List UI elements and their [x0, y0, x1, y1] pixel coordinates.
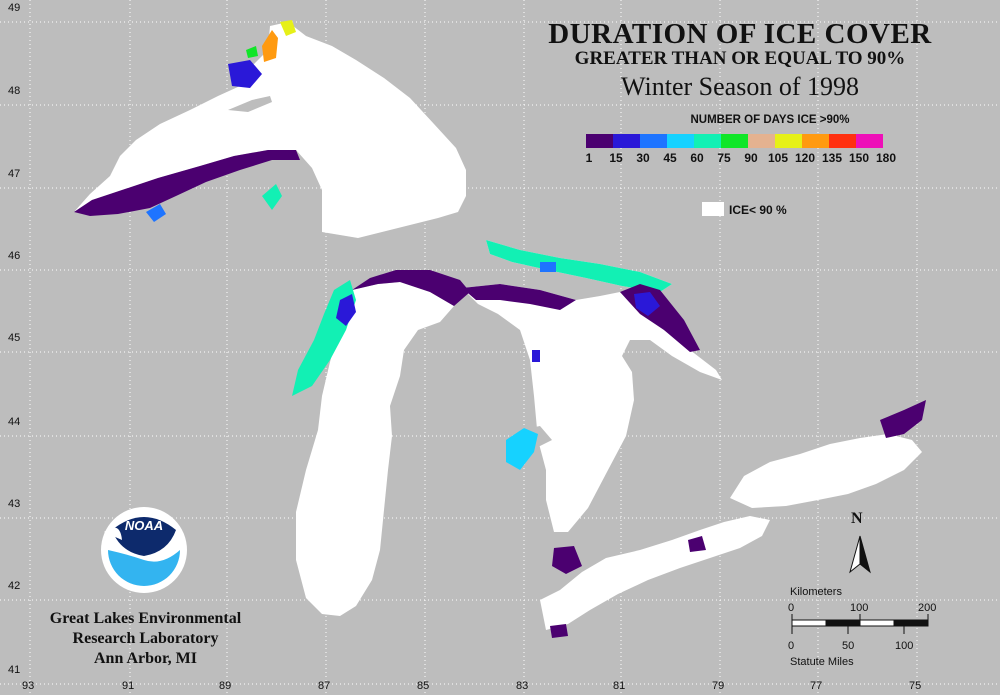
legend-swatch	[586, 134, 613, 148]
legend-tick-label: 60	[690, 151, 704, 165]
legend-tick-label: 120	[794, 151, 816, 165]
scale-mi-tick-100: 100	[895, 640, 914, 652]
longitude-label: 75	[909, 680, 922, 692]
scale-km-tick-100: 100	[850, 602, 869, 614]
season-label: Winter Season of 1998	[621, 72, 859, 101]
longitude-label: 83	[516, 680, 529, 692]
lab-name-line2: Research Laboratory	[72, 630, 219, 647]
ice-duration-patches	[74, 20, 926, 638]
scale-mi-title: Statute Miles	[790, 656, 854, 668]
longitude-label: 77	[810, 680, 823, 692]
latitude-label: 43	[8, 498, 21, 510]
legend-tick-label: 180	[875, 151, 897, 165]
ice-patch-lake-st-clair	[552, 546, 582, 574]
legend-tick-label: 15	[609, 151, 623, 165]
ice-patch-huron-north	[462, 284, 576, 310]
scale-km-tick-0: 0	[788, 602, 795, 614]
isle-royale	[228, 96, 272, 112]
ice-patch-superior-north-green	[246, 46, 258, 58]
legend-tick-label: 150	[848, 151, 870, 165]
ice-patch-erie-west	[550, 624, 568, 638]
legend-swatch	[748, 134, 775, 148]
legend-ice-below-label: ICE< 90 %	[729, 203, 787, 217]
lake-erie	[540, 516, 770, 630]
scale-km-tick-200: 200	[918, 602, 937, 614]
ice-patch-georgian-bay-blue	[634, 292, 660, 316]
ice-patch-erie-east	[688, 536, 706, 552]
legend-tick-label: 90	[744, 151, 758, 165]
legend-swatch	[613, 134, 640, 148]
legend-ice-below-swatch	[702, 202, 724, 216]
latitude-label: 49	[8, 2, 21, 14]
latitude-label: 44	[8, 416, 21, 428]
legend-tick-label: 1	[585, 151, 593, 165]
lake-ontario	[730, 434, 922, 508]
ice-patch-north-channel-blue	[540, 262, 556, 272]
legend-title: NUMBER OF DAYS ICE >90%	[690, 114, 850, 126]
ice-patch-superior-blue	[146, 204, 166, 222]
latitude-label: 47	[8, 168, 21, 180]
latitude-label: 45	[8, 332, 21, 344]
lake-huron	[462, 284, 722, 532]
legend-tick-label: 105	[767, 151, 789, 165]
scale-km-title: Kilometers	[790, 586, 842, 598]
legend-swatch	[694, 134, 721, 148]
longitude-label: 89	[219, 680, 232, 692]
lab-name-line1: Great Lakes Environmental	[49, 610, 242, 627]
latitude-label: 46	[8, 250, 21, 262]
longitude-label: 79	[712, 680, 725, 692]
ice-patch-north-channel	[486, 240, 672, 292]
north-label: N	[851, 510, 863, 527]
legend-swatch	[829, 134, 856, 148]
scale-mi-tick-0: 0	[788, 640, 795, 652]
longitude-label: 91	[122, 680, 135, 692]
scale-mi-tick-50: 50	[842, 640, 855, 652]
longitude-label: 93	[22, 680, 35, 692]
longitude-label: 87	[318, 680, 331, 692]
longitude-label: 81	[613, 680, 626, 692]
ice-patch-superior-north-orange	[262, 30, 278, 62]
ice-patch-superior-west	[74, 150, 300, 216]
legend-swatch	[640, 134, 667, 148]
legend-tick-label: 45	[663, 151, 677, 165]
latitude-label: 41	[8, 664, 21, 676]
lab-location: Ann Arbor, MI	[94, 650, 197, 667]
latitude-label: 48	[8, 85, 21, 97]
map-title: DURATION OF ICE COVER	[548, 18, 932, 50]
legend-tick-label: 135	[821, 151, 843, 165]
map-subtitle: GREATER THAN OR EQUAL TO 90%	[574, 48, 906, 69]
longitude-label: 85	[417, 680, 430, 692]
legend-swatch	[802, 134, 829, 148]
ice-patch-green-bay-blue	[336, 294, 356, 326]
noaa-logo-text: NOAA	[124, 518, 164, 533]
lake-superior	[74, 22, 466, 238]
ice-patch-superior-thunder	[228, 60, 262, 88]
lake-michigan	[296, 282, 454, 616]
ice-patch-ontario-east	[880, 400, 926, 438]
legend-color-bar	[586, 134, 883, 148]
ice-patch-saginaw	[506, 428, 538, 470]
ice-patch-superior-keweenaw	[262, 184, 282, 210]
legend-tick-label: 30	[636, 151, 650, 165]
latitude-label: 42	[8, 580, 21, 592]
ice-patch-superior-north-yellow	[280, 20, 296, 36]
scale-bar-km	[791, 614, 929, 634]
legend-swatch	[721, 134, 748, 148]
noaa-logo	[101, 507, 187, 593]
legend-swatch	[775, 134, 802, 148]
legend-swatch	[667, 134, 694, 148]
ice-patch-michigan-north	[352, 270, 470, 306]
legend-swatch	[856, 134, 883, 148]
ice-patch-huron-blue	[532, 350, 540, 362]
legend-tick-label: 75	[717, 151, 731, 165]
north-arrow	[849, 535, 871, 574]
